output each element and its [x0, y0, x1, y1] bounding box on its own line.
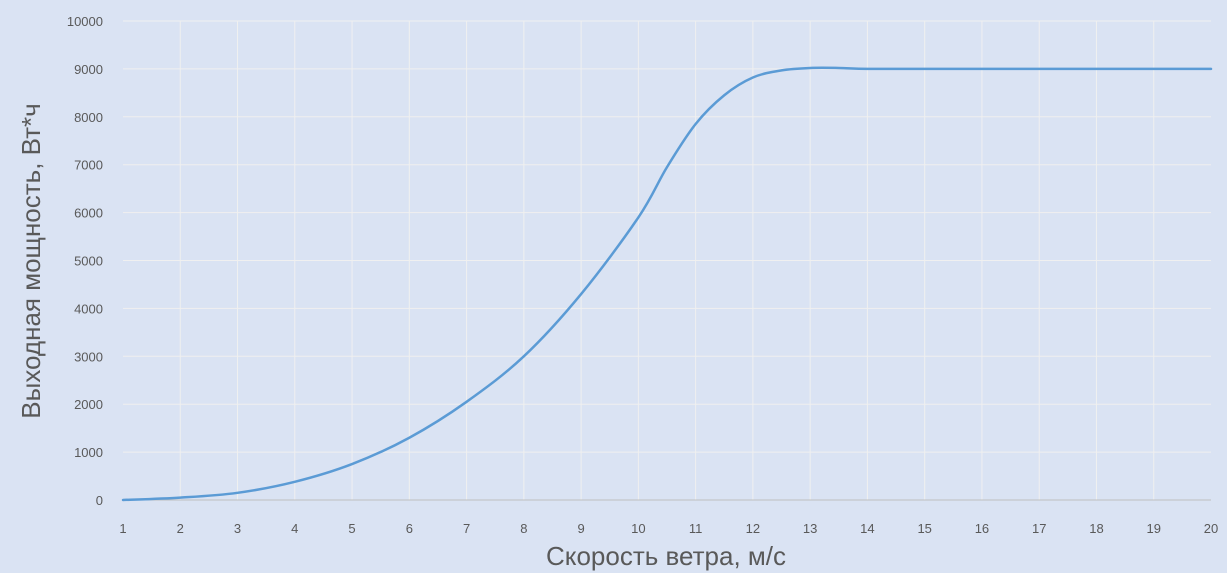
y-tick-label: 0 [96, 493, 103, 508]
x-tick-label: 19 [1147, 521, 1161, 536]
x-tick-label: 15 [917, 521, 931, 536]
x-tick-label: 20 [1204, 521, 1218, 536]
y-tick-label: 10000 [67, 14, 103, 29]
x-tick-label: 6 [406, 521, 413, 536]
y-tick-label: 7000 [74, 158, 103, 173]
y-tick-label: 9000 [74, 62, 103, 77]
x-tick-label: 8 [520, 521, 527, 536]
x-tick-label: 12 [746, 521, 760, 536]
y-tick-label: 4000 [74, 301, 103, 316]
x-tick-label: 4 [291, 521, 298, 536]
x-axis-title: Скорость ветра, м/с [546, 541, 786, 571]
x-tick-label: 17 [1032, 521, 1046, 536]
y-tick-label: 6000 [74, 206, 103, 221]
y-tick-label: 8000 [74, 110, 103, 125]
y-tick-label: 2000 [74, 397, 103, 412]
tick-labels: 1 2 3 4 5 6 7 8 9 10 11 12 13 14 15 16 17 18 19 20010002000… [67, 14, 1218, 536]
x-tick-label: 10 [631, 521, 645, 536]
y-tick-label: 3000 [74, 349, 103, 364]
x-tick-label: 14 [860, 521, 874, 536]
x-tick-label: 18 [1089, 521, 1103, 536]
x-tick-label: 2 [177, 521, 184, 536]
x-tick-label: 9 [577, 521, 584, 536]
grid-lines [123, 20, 1211, 500]
x-tick-label: 13 [803, 521, 817, 536]
y-tick-label: 5000 [74, 254, 103, 269]
x-tick-label: 1 [119, 521, 126, 536]
y-axis-title: Выходная мощность, Вт*ч [16, 103, 46, 418]
series-layer [121, 66, 1213, 502]
x-tick-label: 5 [348, 521, 355, 536]
x-tick-label: 16 [975, 521, 989, 536]
x-tick-label: 3 [234, 521, 241, 536]
power-curve-line [121, 66, 1213, 502]
y-tick-label: 1000 [74, 445, 103, 460]
x-tick-label: 11 [689, 521, 703, 536]
x-tick-label: 7 [463, 521, 470, 536]
